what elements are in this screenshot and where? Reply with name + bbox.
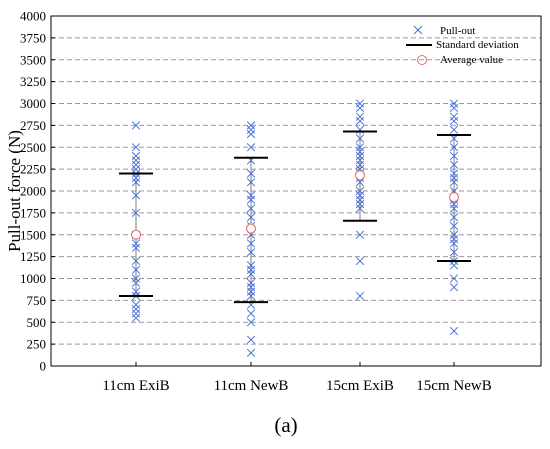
pullout-point — [355, 134, 365, 143]
y-tick-label: 1000 — [20, 271, 46, 286]
legend: Pull-out Standard deviation Average valu… — [406, 25, 519, 66]
pullout-point — [131, 278, 141, 288]
y-tick-label: 1500 — [20, 227, 46, 242]
pullout-point — [131, 309, 141, 318]
y-tick-label: 3250 — [20, 74, 46, 89]
x-category-label: 11cm NewB — [214, 378, 289, 394]
pullout-point — [246, 129, 256, 139]
x-category-label: 15cm NewB — [416, 378, 491, 394]
pullout-point — [355, 178, 365, 187]
average-markers — [130, 170, 460, 240]
pullout-point — [131, 156, 141, 165]
pullout-point — [246, 248, 256, 257]
pullout-point — [246, 169, 256, 178]
pullout-point — [131, 265, 141, 274]
pullout-point — [449, 221, 459, 231]
pullout-point — [131, 121, 141, 130]
legend-marker-avg — [417, 55, 427, 65]
std-markers — [119, 130, 471, 304]
pullout-point — [449, 204, 459, 213]
pullout-point — [246, 178, 256, 187]
pullout-point — [355, 204, 365, 213]
y-tick-label: 3750 — [20, 30, 46, 45]
x-category-label: 11cm ExiB — [102, 378, 169, 394]
pullout-point — [449, 213, 459, 222]
pullout-point — [355, 230, 365, 239]
pullout-point — [449, 261, 459, 270]
pullout-point — [449, 248, 459, 257]
x-category-label: 15cm ExiB — [326, 378, 394, 394]
pullout-point — [449, 274, 459, 283]
pullout-point — [246, 125, 256, 134]
y-tick-label: 2250 — [20, 162, 46, 177]
pullout-point — [131, 208, 141, 218]
pullout-point — [355, 112, 365, 121]
pullout-point — [449, 283, 459, 292]
y-tick-label: 2750 — [20, 118, 46, 133]
legend-marker-pullout — [413, 25, 423, 35]
pullout-point — [131, 256, 141, 266]
y-tick-label: 1250 — [20, 249, 46, 264]
whiskers — [135, 131, 455, 303]
pullout-point — [449, 143, 459, 152]
y-axis-ticks: 0 250 500 750 1000 1250 1500 1750 2000 2250 2500 27… — [20, 9, 55, 374]
pullout-point — [246, 309, 256, 318]
pullout-point — [131, 191, 141, 200]
pullout-point — [131, 178, 141, 187]
legend-label-pullout: Pull-out — [440, 25, 475, 37]
x-axis-categories: 11cm ExiB 11cm NewB 15cm ExiB 15cm NewB — [102, 362, 492, 394]
pullout-point — [131, 300, 141, 309]
pullout-point — [131, 243, 141, 253]
pullout-point — [246, 269, 256, 279]
pullout-point — [246, 348, 256, 358]
grid-lines — [51, 37, 541, 345]
pullout-point — [449, 178, 459, 187]
pullout-point — [449, 112, 459, 121]
legend-label-avg: Average value — [440, 54, 503, 66]
average-marker — [354, 170, 366, 181]
y-tick-label: 3000 — [20, 96, 46, 111]
pullout-point — [131, 160, 141, 169]
pullout-point — [355, 116, 365, 126]
pullout-point — [246, 291, 256, 301]
pullout-point — [246, 195, 256, 204]
y-tick-label: 4000 — [20, 9, 46, 24]
pullout-point — [355, 256, 365, 266]
data-points — [131, 99, 459, 358]
y-tick-label: 3500 — [20, 52, 46, 67]
pullout-point — [131, 143, 141, 152]
pullout-point — [246, 143, 256, 152]
y-axis-title: Pull-out force (N) — [5, 130, 24, 252]
y-tick-label: 0 — [40, 359, 47, 374]
pullout-point — [449, 326, 459, 336]
average-marker — [448, 192, 460, 203]
y-tick-label: 500 — [27, 315, 47, 330]
pullout-point — [246, 204, 256, 213]
y-tick-label: 2500 — [20, 140, 46, 155]
pullout-point — [131, 304, 141, 314]
pullout-point — [449, 103, 459, 113]
average-marker — [130, 229, 142, 240]
pullout-point — [131, 313, 141, 323]
y-tick-label: 750 — [27, 293, 47, 308]
pullout-point — [246, 213, 256, 222]
legend-label-std: Standard deviation — [436, 39, 519, 51]
pullout-point — [449, 116, 459, 126]
pullout-point — [246, 335, 256, 344]
pullout-point — [131, 151, 141, 161]
pullout-point — [449, 151, 459, 161]
y-tick-label: 250 — [27, 337, 47, 352]
pullout-point — [449, 160, 459, 169]
pullout-point — [355, 103, 365, 113]
pullout-point — [355, 291, 365, 301]
pullout-point — [449, 239, 459, 248]
pullout-point — [449, 125, 459, 134]
average-marker — [245, 223, 257, 234]
y-tick-label: 2000 — [20, 184, 46, 199]
pullout-point — [246, 239, 256, 248]
y-tick-label: 1750 — [20, 205, 46, 220]
pullout-point — [246, 318, 256, 327]
figure-caption: (a) — [274, 413, 297, 437]
